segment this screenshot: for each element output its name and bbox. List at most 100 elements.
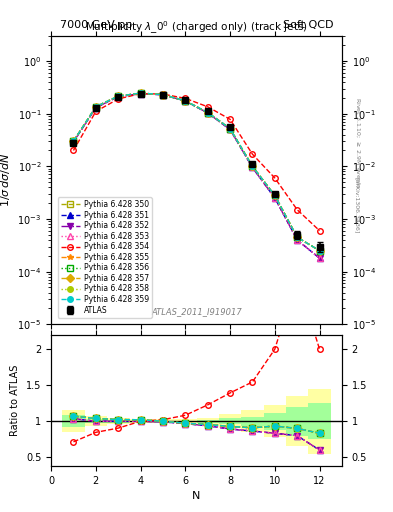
- Pythia 6.428 356: [250, 163, 255, 169]
- Pythia 6.428 358: [250, 163, 255, 169]
- Pythia 6.428 354: [116, 96, 121, 102]
- Pythia 6.428 354: [71, 147, 76, 154]
- Pythia 6.428 356: [161, 92, 165, 98]
- Pythia 6.428 357: [71, 138, 76, 144]
- Pythia 6.428 355: [94, 104, 98, 110]
- Pythia 6.428 358: [295, 234, 299, 240]
- Pythia 6.428 357: [161, 92, 165, 98]
- Pythia 6.428 357: [205, 110, 210, 116]
- Pythia 6.428 355: [183, 98, 188, 104]
- Pythia 6.428 357: [228, 125, 232, 132]
- Pythia 6.428 351: [228, 126, 232, 133]
- Pythia 6.428 355: [71, 138, 76, 144]
- Line: Pythia 6.428 357: Pythia 6.428 357: [71, 90, 322, 253]
- Pythia 6.428 350: [94, 104, 98, 110]
- Pythia 6.428 355: [317, 248, 322, 254]
- Pythia 6.428 350: [161, 92, 165, 98]
- Pythia 6.428 355: [228, 125, 232, 132]
- Legend: Pythia 6.428 350, Pythia 6.428 351, Pythia 6.428 352, Pythia 6.428 353, Pythia 6: Pythia 6.428 350, Pythia 6.428 351, Pyth…: [58, 197, 152, 317]
- Pythia 6.428 354: [250, 151, 255, 157]
- Pythia 6.428 351: [94, 104, 98, 111]
- Pythia 6.428 359: [228, 125, 232, 132]
- Y-axis label: $1/\sigma\, d\sigma/dN$: $1/\sigma\, d\sigma/dN$: [0, 153, 12, 207]
- Line: Pythia 6.428 352: Pythia 6.428 352: [71, 91, 322, 261]
- Pythia 6.428 353: [295, 237, 299, 243]
- Pythia 6.428 354: [183, 95, 188, 101]
- Pythia 6.428 354: [228, 116, 232, 122]
- Pythia 6.428 358: [161, 92, 165, 98]
- Pythia 6.428 356: [71, 138, 76, 144]
- Pythia 6.428 353: [138, 91, 143, 97]
- Pythia 6.428 356: [205, 110, 210, 116]
- Pythia 6.428 350: [138, 90, 143, 96]
- Pythia 6.428 352: [272, 195, 277, 201]
- Pythia 6.428 358: [228, 125, 232, 132]
- Pythia 6.428 351: [183, 98, 188, 104]
- Line: Pythia 6.428 353: Pythia 6.428 353: [71, 91, 322, 261]
- Pythia 6.428 352: [161, 92, 165, 98]
- Pythia 6.428 357: [317, 248, 322, 254]
- Line: Pythia 6.428 350: Pythia 6.428 350: [71, 90, 322, 253]
- Pythia 6.428 350: [250, 163, 255, 169]
- Pythia 6.428 354: [317, 228, 322, 234]
- Pythia 6.428 359: [116, 93, 121, 99]
- Pythia 6.428 351: [161, 92, 165, 98]
- Pythia 6.428 353: [272, 195, 277, 201]
- Pythia 6.428 355: [272, 193, 277, 199]
- Pythia 6.428 358: [272, 193, 277, 199]
- Pythia 6.428 353: [205, 110, 210, 116]
- Pythia 6.428 357: [116, 93, 121, 99]
- Pythia 6.428 356: [183, 98, 188, 104]
- Pythia 6.428 353: [250, 164, 255, 170]
- Pythia 6.428 356: [94, 104, 98, 110]
- Pythia 6.428 352: [94, 104, 98, 111]
- Pythia 6.428 351: [250, 164, 255, 170]
- Pythia 6.428 352: [295, 237, 299, 243]
- Pythia 6.428 350: [272, 193, 277, 199]
- Pythia 6.428 356: [317, 248, 322, 254]
- Pythia 6.428 353: [116, 94, 121, 100]
- Pythia 6.428 355: [250, 163, 255, 169]
- Pythia 6.428 355: [161, 92, 165, 98]
- Pythia 6.428 354: [94, 109, 98, 115]
- Pythia 6.428 358: [317, 248, 322, 254]
- Pythia 6.428 354: [138, 91, 143, 97]
- Pythia 6.428 355: [138, 90, 143, 96]
- Line: Pythia 6.428 358: Pythia 6.428 358: [71, 90, 322, 253]
- Pythia 6.428 355: [116, 93, 121, 99]
- Pythia 6.428 358: [116, 93, 121, 99]
- Pythia 6.428 350: [71, 138, 76, 144]
- Text: Soft QCD: Soft QCD: [283, 20, 333, 30]
- Pythia 6.428 352: [205, 110, 210, 116]
- Pythia 6.428 359: [161, 92, 165, 98]
- Pythia 6.428 354: [272, 175, 277, 181]
- X-axis label: N: N: [192, 491, 201, 501]
- Pythia 6.428 350: [317, 248, 322, 254]
- Pythia 6.428 357: [183, 98, 188, 104]
- Pythia 6.428 359: [272, 193, 277, 199]
- Pythia 6.428 358: [205, 110, 210, 116]
- Pythia 6.428 357: [94, 104, 98, 110]
- Pythia 6.428 351: [116, 94, 121, 100]
- Pythia 6.428 353: [94, 104, 98, 111]
- Pythia 6.428 351: [272, 195, 277, 201]
- Pythia 6.428 352: [138, 91, 143, 97]
- Pythia 6.428 359: [317, 248, 322, 254]
- Pythia 6.428 359: [183, 98, 188, 104]
- Pythia 6.428 352: [317, 255, 322, 261]
- Pythia 6.428 353: [228, 126, 232, 133]
- Pythia 6.428 357: [138, 90, 143, 96]
- Pythia 6.428 352: [116, 94, 121, 100]
- Pythia 6.428 355: [205, 110, 210, 116]
- Pythia 6.428 354: [205, 104, 210, 110]
- Line: Pythia 6.428 359: Pythia 6.428 359: [71, 90, 322, 253]
- Pythia 6.428 358: [94, 104, 98, 110]
- Pythia 6.428 351: [317, 255, 322, 261]
- Pythia 6.428 356: [272, 193, 277, 199]
- Pythia 6.428 359: [94, 104, 98, 110]
- Text: ATLAS_2011_I919017: ATLAS_2011_I919017: [151, 307, 242, 316]
- Line: Pythia 6.428 354: Pythia 6.428 354: [71, 91, 322, 233]
- Pythia 6.428 350: [228, 125, 232, 132]
- Pythia 6.428 350: [116, 93, 121, 99]
- Pythia 6.428 357: [272, 193, 277, 199]
